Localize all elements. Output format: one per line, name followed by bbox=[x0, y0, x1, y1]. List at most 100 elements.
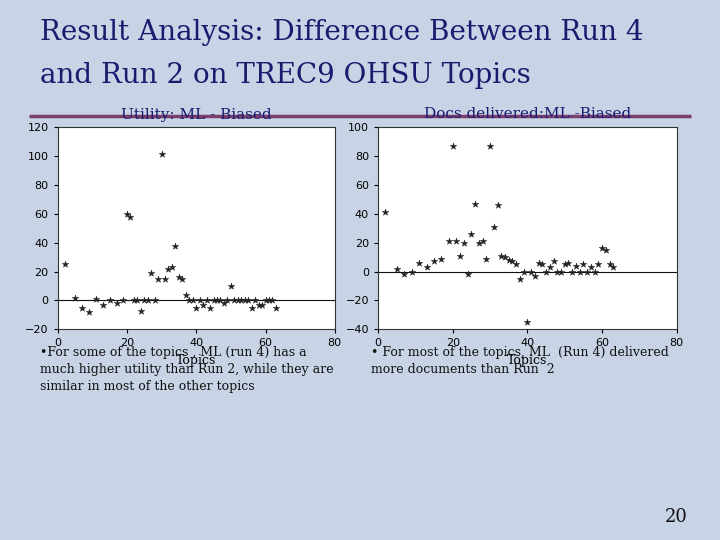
Point bbox=[563, 259, 575, 267]
X-axis label: Topics: Topics bbox=[176, 354, 217, 367]
Point bbox=[156, 150, 167, 159]
Point bbox=[239, 296, 251, 305]
Point bbox=[485, 141, 496, 150]
Point bbox=[132, 296, 143, 305]
Point bbox=[121, 210, 132, 218]
Point bbox=[173, 273, 184, 282]
Point bbox=[270, 303, 282, 312]
Point bbox=[466, 230, 477, 238]
Point bbox=[469, 199, 481, 208]
Point bbox=[570, 261, 582, 270]
Point bbox=[480, 254, 492, 263]
Point bbox=[574, 267, 585, 276]
Point bbox=[499, 253, 510, 261]
Point bbox=[159, 274, 171, 283]
Text: Docs delivered:ML -Biased: Docs delivered:ML -Biased bbox=[424, 107, 631, 122]
Point bbox=[379, 208, 391, 217]
Point bbox=[83, 308, 94, 316]
Point bbox=[163, 265, 174, 273]
Point bbox=[138, 296, 150, 305]
Point bbox=[406, 267, 418, 276]
Point bbox=[190, 303, 202, 312]
Point bbox=[235, 296, 247, 305]
Point bbox=[540, 267, 552, 276]
Point bbox=[76, 303, 88, 312]
Point bbox=[436, 254, 447, 263]
Point bbox=[145, 269, 157, 278]
Point bbox=[477, 237, 488, 246]
Point bbox=[111, 299, 122, 308]
Point bbox=[117, 296, 129, 305]
Point bbox=[585, 263, 597, 272]
Point bbox=[458, 238, 469, 247]
Point bbox=[495, 251, 507, 260]
Point bbox=[204, 303, 216, 312]
Text: and Run 2 on TREC9 OHSU Topics: and Run 2 on TREC9 OHSU Topics bbox=[40, 62, 531, 89]
Point bbox=[555, 267, 567, 276]
Point bbox=[69, 293, 81, 302]
Point bbox=[211, 296, 222, 305]
Point bbox=[507, 257, 518, 266]
Point bbox=[256, 300, 268, 309]
Point bbox=[232, 296, 243, 305]
Point bbox=[510, 260, 522, 268]
Point bbox=[104, 296, 115, 305]
Point bbox=[600, 246, 611, 254]
Point bbox=[552, 267, 563, 276]
Point bbox=[444, 237, 455, 246]
Point bbox=[135, 306, 147, 315]
Point bbox=[447, 141, 459, 150]
Point bbox=[492, 201, 503, 210]
Point bbox=[559, 260, 570, 268]
Point bbox=[454, 251, 466, 260]
Point bbox=[567, 267, 578, 276]
Point bbox=[170, 241, 181, 250]
Point bbox=[249, 296, 261, 305]
Point bbox=[225, 282, 237, 291]
Point bbox=[246, 303, 258, 312]
Point bbox=[266, 296, 278, 305]
Point bbox=[215, 296, 226, 305]
Point bbox=[451, 237, 462, 246]
Point bbox=[187, 296, 199, 305]
Point bbox=[125, 212, 136, 221]
Point bbox=[533, 259, 544, 267]
Point bbox=[548, 257, 559, 266]
Point bbox=[514, 274, 526, 283]
Point bbox=[420, 263, 432, 272]
Text: Result Analysis: Difference Between Run 4: Result Analysis: Difference Between Run … bbox=[40, 19, 643, 46]
Point bbox=[503, 255, 515, 264]
Point bbox=[589, 267, 600, 276]
Point bbox=[521, 318, 533, 327]
Point bbox=[462, 270, 474, 279]
Point bbox=[59, 260, 71, 268]
Point bbox=[194, 296, 205, 305]
Text: 20: 20 bbox=[665, 509, 688, 526]
Point bbox=[208, 296, 220, 305]
Text: Utility: ML - Biased: Utility: ML - Biased bbox=[121, 107, 271, 122]
Point bbox=[473, 238, 485, 247]
Point bbox=[260, 296, 271, 305]
Point bbox=[184, 296, 195, 305]
Point bbox=[413, 259, 425, 267]
Point bbox=[604, 260, 616, 268]
Point bbox=[488, 222, 500, 231]
Point bbox=[222, 296, 233, 305]
Point bbox=[90, 295, 102, 303]
Point bbox=[577, 260, 589, 268]
Point bbox=[166, 263, 178, 272]
Point bbox=[201, 296, 212, 305]
Point bbox=[228, 296, 240, 305]
Point bbox=[428, 257, 440, 266]
Point bbox=[398, 270, 410, 279]
Text: •For some of the topics , ML (run 4) has a
much higher utility than Run 2, while: •For some of the topics , ML (run 4) has… bbox=[40, 346, 333, 393]
Point bbox=[218, 299, 230, 308]
Point bbox=[128, 296, 140, 305]
Point bbox=[596, 244, 608, 253]
Point bbox=[153, 274, 164, 283]
Point bbox=[149, 296, 161, 305]
Point bbox=[142, 296, 153, 305]
X-axis label: Topics: Topics bbox=[507, 354, 548, 367]
Point bbox=[243, 296, 254, 305]
Point bbox=[197, 300, 209, 309]
